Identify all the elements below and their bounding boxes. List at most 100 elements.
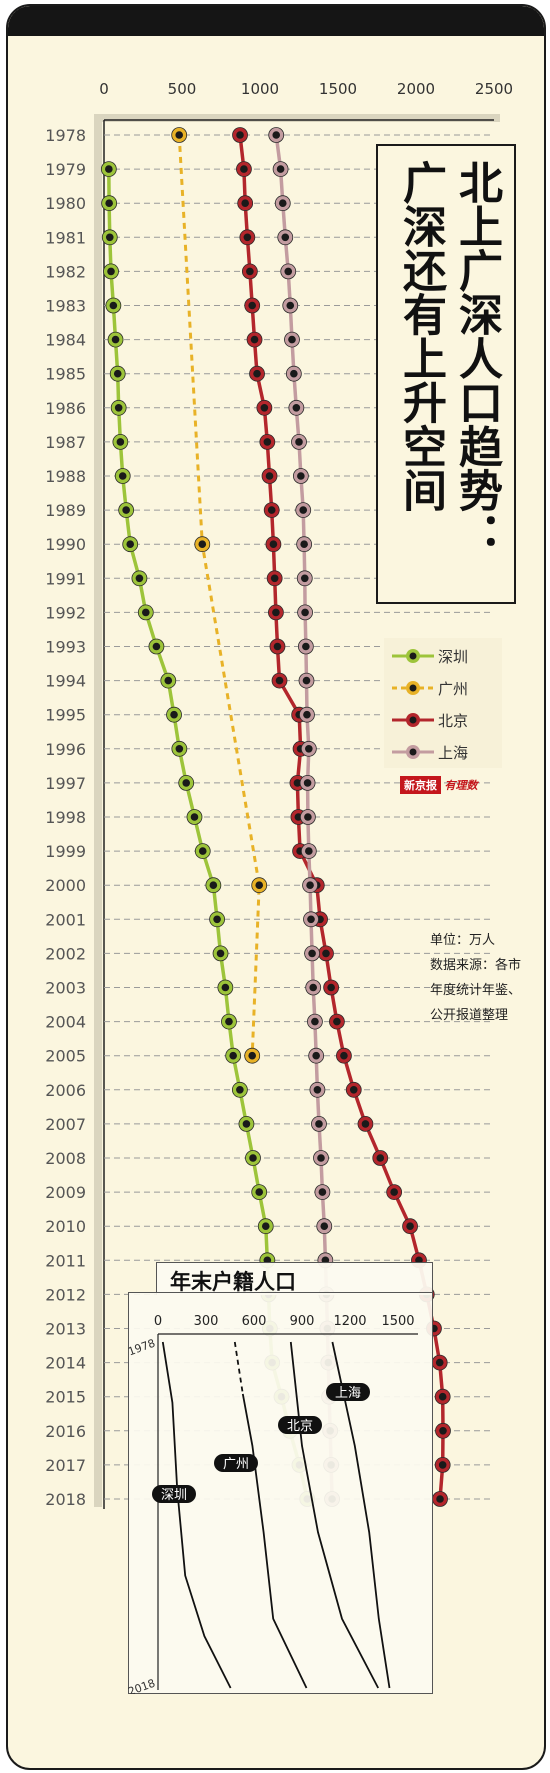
- y-tick-label: 1994: [45, 672, 86, 691]
- data-point-core-上海: [308, 949, 316, 958]
- inset-chart: 年末户籍人口 0 300 600 900 1200 1500 1978 2018 上海 北京 广州深…: [128, 1262, 433, 1694]
- y-tick-label: 2018: [45, 1490, 86, 1509]
- data-point-core-北京: [272, 608, 280, 617]
- y-tick-label: 2010: [45, 1217, 86, 1236]
- y-tick-label: 2014: [45, 1354, 86, 1373]
- data-point-core-深圳: [182, 779, 191, 787]
- inset-label-beijing: 北京: [287, 1419, 313, 1434]
- x-tick-label: 2500: [475, 80, 513, 98]
- data-point-core-上海: [286, 301, 295, 310]
- y-tick-label: 1980: [45, 194, 86, 213]
- source-text: 数据来源：各市年度统计年鉴、公开报道整理: [430, 958, 522, 1023]
- legend-marker-beijing: [392, 713, 434, 727]
- data-point-core-深圳: [170, 710, 178, 719]
- brand-logo: 新京报 有理数: [400, 776, 478, 794]
- y-tick-label: 2008: [45, 1149, 86, 1168]
- y-tick-label: 2013: [45, 1320, 86, 1339]
- data-point-core-上海: [284, 267, 293, 276]
- data-point-core-北京: [240, 165, 248, 173]
- data-point-core-上海: [299, 506, 308, 514]
- data-point-core-上海: [281, 233, 290, 242]
- data-point-core-深圳: [113, 369, 122, 378]
- data-point-core-北京: [327, 983, 335, 992]
- legend: 深圳 广州 北京 上海: [384, 638, 502, 768]
- data-point-core-深圳: [229, 1051, 237, 1060]
- data-point-core-北京: [236, 131, 244, 139]
- y-tick-label: 1986: [45, 399, 86, 418]
- y-tick-label: 2006: [45, 1081, 86, 1100]
- y-tick-label: 1997: [45, 774, 86, 793]
- y-tick-label: 1998: [45, 808, 86, 827]
- y-tick-label: 1982: [45, 262, 86, 281]
- data-point-core-上海: [288, 335, 296, 344]
- inset-label-bg-shanghai: [326, 1383, 370, 1401]
- data-point-core-北京: [436, 1495, 444, 1503]
- data-point-core-上海: [300, 574, 309, 583]
- data-point-core-深圳: [135, 574, 144, 583]
- inset-line-上海: [331, 1341, 391, 1689]
- y-tick-label: 1985: [45, 365, 86, 384]
- x-tick-label: 2000: [397, 80, 435, 98]
- legend-label-beijing: 北京: [438, 712, 469, 730]
- data-point-core-深圳: [109, 301, 118, 310]
- y-tick-label: 2011: [45, 1251, 86, 1270]
- left-axis-band: [94, 114, 102, 1507]
- data-point-core-深圳: [236, 1086, 244, 1094]
- data-point-core-深圳: [198, 847, 207, 855]
- data-point-core-北京: [243, 233, 252, 242]
- y-tick-label: 1989: [45, 501, 86, 520]
- x-tick-label: 1000: [241, 80, 279, 98]
- data-point-core-深圳: [175, 745, 184, 753]
- inset-label-bg-shenzhen: [152, 1485, 196, 1503]
- data-point-core-上海: [307, 915, 315, 924]
- y-tick-label: 2015: [45, 1388, 86, 1407]
- y-tick-label: 1978: [45, 126, 86, 145]
- data-point-core-深圳: [216, 949, 225, 958]
- x-tick-label: 0: [99, 80, 109, 98]
- data-point-core-深圳: [105, 199, 113, 207]
- inset-label-shenzhen: 深圳: [161, 1488, 187, 1503]
- infographic-frame: 0 500 1000 1500 2000 2500 1978 1979 1980 1981 1982…: [6, 4, 546, 1770]
- data-point-core-深圳: [107, 267, 115, 276]
- series-line-广州: [177, 134, 261, 1056]
- data-point-core-深圳: [249, 1154, 257, 1162]
- inset-label-bg-guangzhou: [214, 1454, 258, 1472]
- data-point-core-北京: [253, 369, 261, 378]
- y-tick-label: 1991: [45, 569, 86, 588]
- data-point-core-北京: [273, 642, 282, 651]
- data-point-core-北京: [390, 1188, 398, 1196]
- data-point-core-上海: [278, 199, 287, 207]
- inset-line-深圳: [161, 1341, 232, 1689]
- unit-note: 单位：万人: [430, 933, 496, 948]
- data-point-core-北京: [265, 472, 274, 480]
- data-point-core-上海: [313, 1086, 322, 1094]
- data-point-core-北京: [263, 438, 272, 446]
- data-point-core-上海: [303, 710, 311, 719]
- title-line-1: 北上广深人口趋势：: [451, 160, 502, 556]
- data-point-core-北京: [333, 1017, 341, 1026]
- data-point-core-深圳: [221, 983, 230, 992]
- data-point-core-深圳: [116, 438, 125, 446]
- y-tick-label: 1979: [45, 160, 86, 179]
- data-point-core-上海: [309, 983, 317, 992]
- y-tick-label: 2002: [45, 944, 86, 963]
- data-point-core-北京: [438, 1461, 447, 1469]
- y-tick-label: 2001: [45, 910, 86, 929]
- y-tick-label: 1995: [45, 706, 86, 725]
- y-tick-label: 2000: [45, 876, 86, 895]
- inset-label-shanghai: 上海: [335, 1386, 361, 1401]
- data-point-core-上海: [276, 165, 285, 173]
- data-point-core-北京: [275, 676, 284, 685]
- data-point-core-上海: [272, 131, 281, 139]
- legend-item-shenzhen: 深圳: [392, 644, 502, 668]
- inset-line-北京: [289, 1341, 379, 1689]
- data-point-core-北京: [267, 506, 276, 514]
- data-point-core-深圳: [190, 813, 199, 821]
- data-point-core-广州: [175, 131, 183, 139]
- data-point-core-深圳: [122, 506, 130, 514]
- y-tick-label: 2007: [45, 1115, 86, 1134]
- inset-title: 年末户籍人口: [170, 1270, 296, 1294]
- legend-item-beijing: 北京: [392, 708, 502, 732]
- y-tick-label: 2005: [45, 1047, 86, 1066]
- y-tick-label: 1999: [45, 842, 86, 861]
